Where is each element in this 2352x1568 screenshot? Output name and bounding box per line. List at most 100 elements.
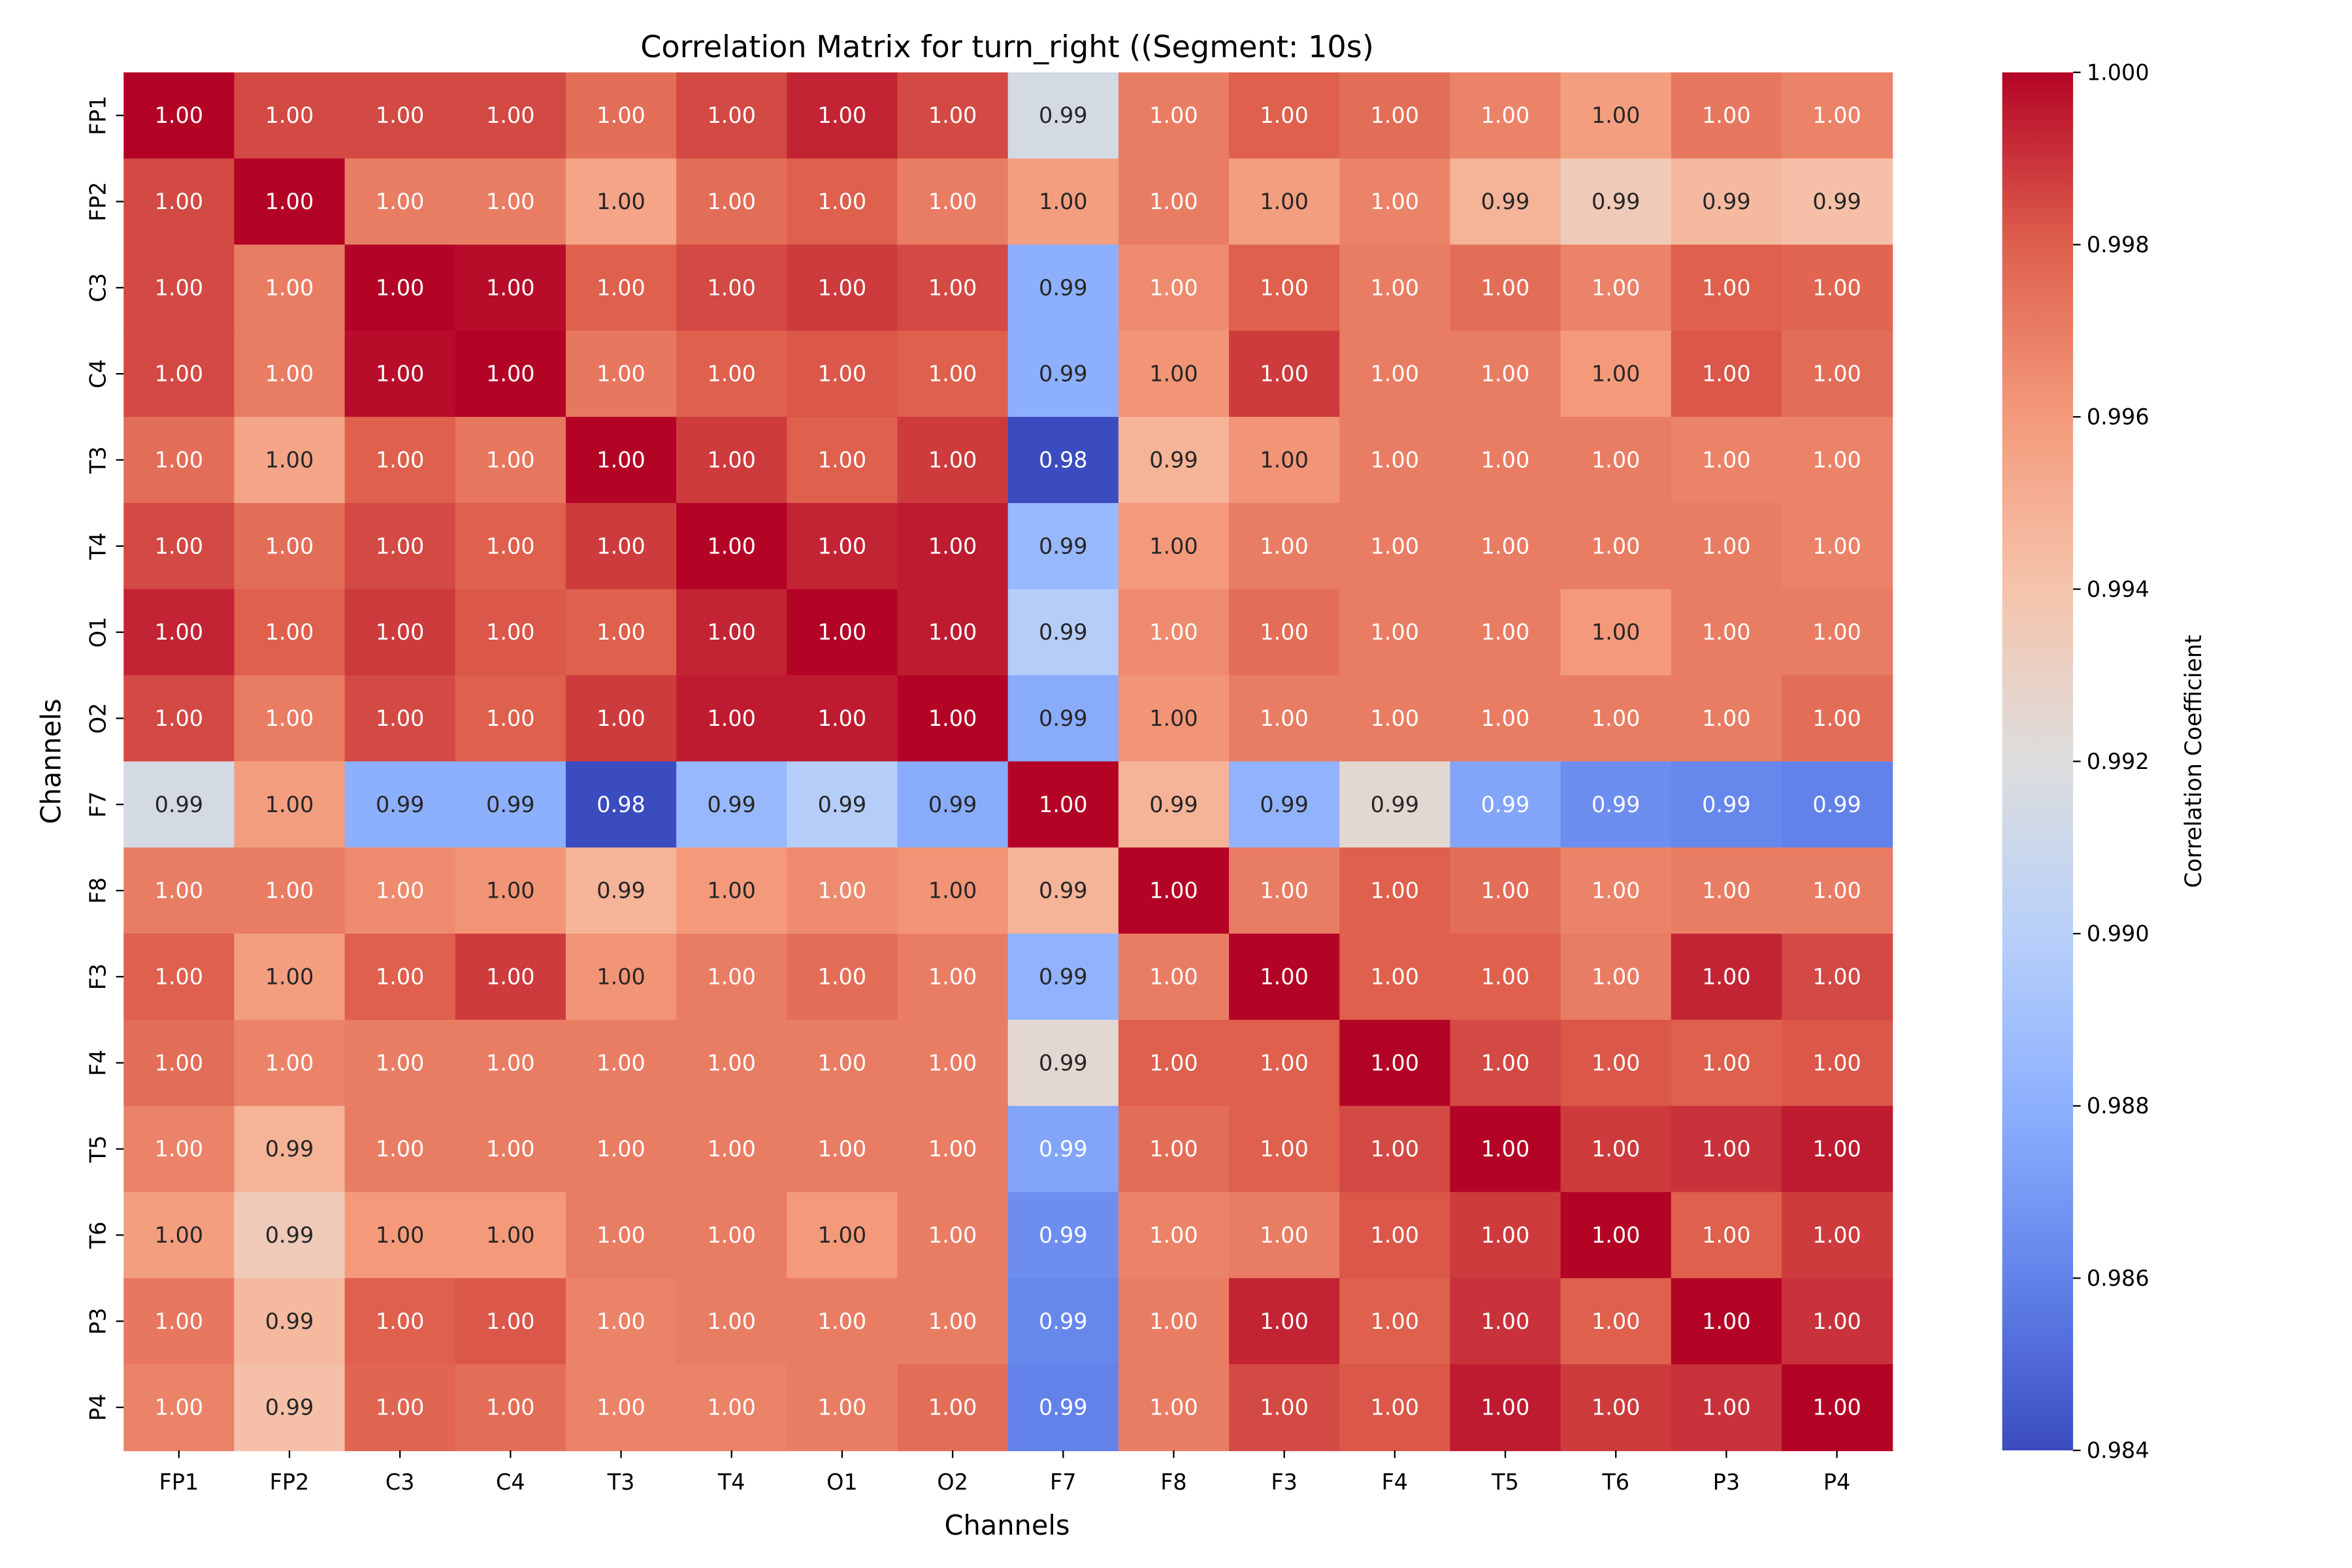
cell-annotation: 1.00 — [1702, 361, 1751, 387]
heatmap-cell — [123, 847, 235, 935]
heatmap-cell — [565, 244, 678, 332]
cell-annotation: 1.00 — [486, 1395, 535, 1420]
heatmap-cell — [1560, 417, 1672, 504]
cell-annotation: 1.00 — [1702, 878, 1751, 904]
x-tick-label: T4 — [717, 1469, 745, 1495]
cell-annotation: 0.99 — [265, 1222, 314, 1248]
heatmap-cell — [787, 589, 898, 676]
heatmap-cell — [897, 675, 1009, 762]
cell-annotation: 1.00 — [1481, 878, 1530, 904]
cell-annotation: 1.00 — [928, 964, 977, 989]
cell-annotation: 1.00 — [596, 964, 645, 989]
heatmap-cell — [123, 244, 235, 332]
heatmap-cell — [1560, 675, 1672, 762]
cell-annotation: 1.00 — [707, 275, 756, 301]
cell-annotation: 0.99 — [265, 1136, 314, 1162]
heatmap-cell — [1560, 1278, 1672, 1365]
heatmap-cell — [1671, 502, 1783, 590]
cell-annotation: 1.00 — [1592, 1309, 1641, 1334]
cell-annotation: 1.00 — [1149, 878, 1198, 904]
cell-annotation: 1.00 — [1371, 619, 1420, 645]
cell-annotation: 1.00 — [1371, 361, 1420, 387]
heatmap-cell — [123, 1278, 235, 1365]
cell-annotation: 1.00 — [818, 533, 866, 559]
cell-annotation: 1.00 — [155, 533, 204, 559]
cell-annotation: 1.00 — [818, 706, 866, 731]
heatmap-cell — [455, 502, 567, 590]
heatmap-cell — [1450, 502, 1561, 590]
heatmap-cell — [455, 934, 567, 1021]
heatmap-cell — [1118, 331, 1230, 418]
heatmap-cell — [1560, 1105, 1672, 1193]
cell-annotation: 1.00 — [486, 103, 535, 128]
cell-annotation: 1.00 — [707, 1309, 756, 1334]
colorbar — [2002, 72, 2074, 1450]
heatmap-cell — [234, 761, 346, 849]
chart-title: Correlation Matrix for turn_right ((Segm… — [640, 29, 1374, 65]
cell-annotation: 1.00 — [928, 103, 977, 128]
heatmap-cell — [1671, 675, 1783, 762]
cell-annotation: 1.00 — [1371, 533, 1420, 559]
cell-annotation: 0.99 — [1039, 103, 1088, 128]
cell-annotation: 1.00 — [376, 706, 425, 731]
cell-annotation: 1.00 — [1371, 706, 1420, 731]
heatmap-cell — [1560, 1192, 1672, 1279]
heatmap-cell — [676, 331, 788, 418]
cell-annotation: 1.00 — [596, 103, 645, 128]
y-axis-label: Channels — [35, 698, 67, 824]
heatmap-cell — [123, 1019, 235, 1107]
cell-annotation: 0.99 — [376, 792, 425, 817]
cell-annotation: 1.00 — [1702, 619, 1751, 645]
heatmap-cell — [344, 331, 456, 418]
cell-annotation: 0.99 — [818, 792, 866, 817]
heatmap-cell — [1781, 675, 1893, 762]
cell-annotation: 1.00 — [1260, 1050, 1309, 1075]
heatmap-cell — [1781, 244, 1893, 332]
cell-annotation: 1.00 — [1260, 1395, 1309, 1420]
cell-annotation: 1.00 — [596, 189, 645, 214]
cell-annotation: 1.00 — [1812, 275, 1861, 301]
heatmap-cell — [1560, 761, 1672, 849]
heatmap-cell — [1560, 331, 1672, 418]
heatmap-cell — [234, 331, 346, 418]
heatmap-cell — [1781, 761, 1893, 849]
cell-annotation: 0.99 — [1702, 792, 1751, 817]
cell-annotation: 1.00 — [1592, 1222, 1641, 1248]
cell-annotation: 1.00 — [928, 706, 977, 731]
cell-annotation: 1.00 — [1812, 1136, 1861, 1162]
cell-annotation: 1.00 — [707, 964, 756, 989]
cell-annotation: 1.00 — [1702, 533, 1751, 559]
x-tick-label: C3 — [385, 1469, 415, 1495]
heatmap-cell — [234, 72, 346, 159]
cell-annotation: 1.00 — [155, 964, 204, 989]
cell-annotation: 0.99 — [1702, 189, 1751, 214]
cell-annotation: 1.00 — [1260, 533, 1309, 559]
heatmap-cell — [1339, 761, 1451, 849]
heatmap-cell — [455, 1105, 567, 1193]
heatmap-cell — [676, 1105, 788, 1193]
cell-annotation: 1.00 — [1260, 964, 1309, 989]
heatmap-cell — [897, 1019, 1009, 1107]
cell-annotation: 1.00 — [707, 361, 756, 387]
cell-annotation: 1.00 — [1702, 1050, 1751, 1075]
cell-annotation: 0.99 — [265, 1395, 314, 1420]
cell-annotation: 1.00 — [928, 361, 977, 387]
heatmap-cell — [123, 761, 235, 849]
heatmap-cell — [1007, 675, 1120, 762]
cell-annotation: 1.00 — [265, 619, 314, 645]
cell-annotation: 1.00 — [707, 1395, 756, 1420]
heatmap-cell — [1781, 502, 1893, 590]
cell-annotation: 1.00 — [928, 619, 977, 645]
cell-annotation: 1.00 — [1149, 706, 1198, 731]
heatmap-cell — [344, 675, 456, 762]
heatmap-cell — [1339, 675, 1451, 762]
heatmap-cell — [565, 417, 678, 504]
heatmap-cell — [1671, 1019, 1783, 1107]
cell-annotation: 1.00 — [486, 1222, 535, 1248]
heatmap-cell — [1007, 158, 1120, 246]
heatmap-cell — [1339, 589, 1451, 676]
heatmap-cell — [1671, 244, 1783, 332]
cell-annotation: 1.00 — [486, 1050, 535, 1075]
heatmap-cell — [897, 417, 1009, 504]
cell-annotation: 1.00 — [486, 275, 535, 301]
